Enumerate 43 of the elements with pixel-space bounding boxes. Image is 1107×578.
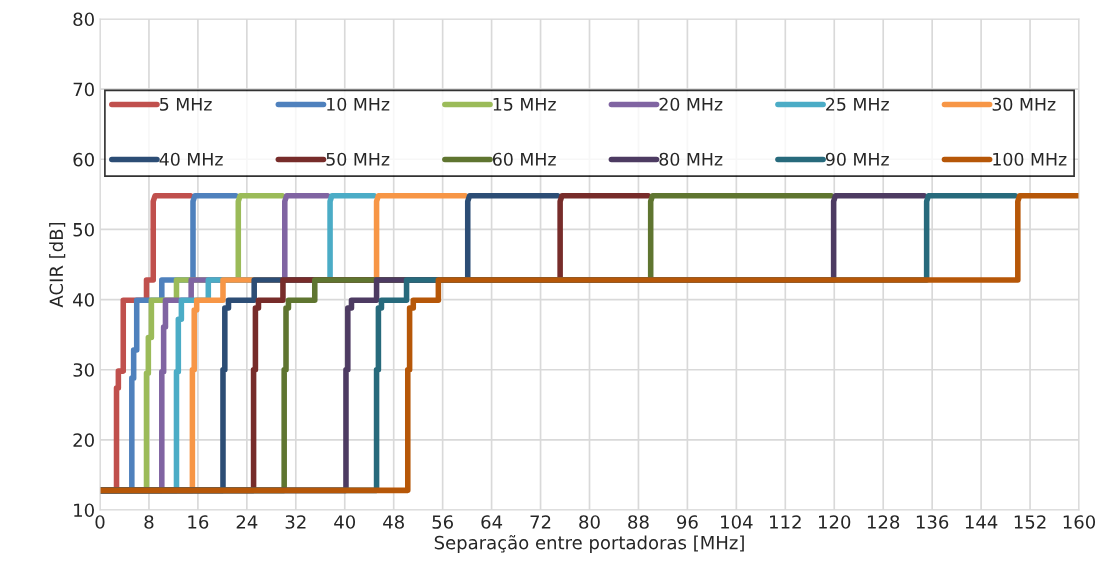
legend-label: 5 MHz (160, 97, 212, 111)
x-tick-label: 0 (95, 515, 105, 529)
legend-label: 90 MHz (825, 152, 889, 166)
legend-label: 15 MHz (493, 97, 556, 111)
y-tick-label: 10 (74, 503, 94, 518)
x-tick-label: 72 (530, 515, 551, 529)
x-tick-label: 128 (867, 515, 900, 529)
legend-label: 100 MHz (993, 152, 1067, 166)
legend-label: 20 MHz (659, 97, 723, 111)
legend-label: 10 MHz (327, 97, 390, 111)
x-tick-label: 112 (770, 515, 801, 529)
x-tick-label: 160 (1063, 515, 1096, 529)
x-axis-title: Separação entre portadoras [MHz] (434, 535, 744, 553)
x-tick-label: 56 (432, 515, 453, 529)
x-tick-label: 16 (188, 515, 209, 529)
legend-label: 25 MHz (826, 97, 889, 111)
x-tick-label: 40 (334, 515, 356, 529)
y-tick-label: 60 (73, 152, 94, 167)
x-tick-label: 152 (1014, 515, 1046, 529)
x-tick-label: 120 (819, 515, 851, 529)
x-tick-label: 32 (285, 515, 306, 529)
legend-label: 80 MHz (659, 152, 723, 166)
y-tick-label: 30 (73, 363, 94, 377)
legend-label: 50 MHz (326, 152, 390, 166)
x-tick-label: 8 (144, 515, 154, 529)
x-tick-label: 80 (579, 515, 600, 529)
y-tick-label: 40 (73, 293, 94, 307)
x-tick-label: 24 (236, 515, 258, 529)
legend-label: 30 MHz (992, 97, 1056, 111)
x-tick-label: 64 (481, 515, 503, 529)
y-tick-label: 20 (73, 433, 94, 447)
legend-label: 60 MHz (492, 152, 556, 166)
y-tick-label: 50 (73, 222, 94, 237)
legend-label: 40 MHz (159, 152, 223, 166)
x-tick-label: 96 (677, 515, 698, 529)
y-axis-title: ACIR [dB] (49, 222, 66, 308)
y-tick-label: 80 (73, 12, 94, 27)
x-tick-label: 48 (383, 515, 404, 529)
x-tick-label: 104 (721, 515, 753, 529)
x-tick-label: 144 (965, 515, 998, 529)
x-tick-label: 136 (916, 515, 949, 529)
y-tick-label: 70 (73, 82, 94, 97)
x-tick-label: 88 (628, 515, 649, 529)
